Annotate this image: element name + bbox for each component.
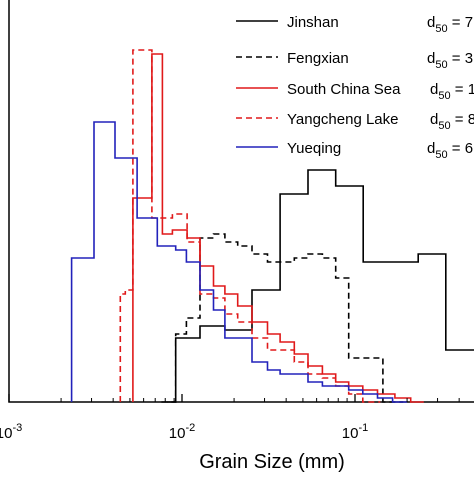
- legend-d50-value: d50 = 3: [427, 50, 473, 71]
- series-layer: [70, 49, 474, 403]
- legend-d50-value: d50 = 7: [427, 14, 473, 35]
- plot-frame: [8, 0, 474, 403]
- legend: Jinshan d50 = 7 Fengxian d50 = 3 South China…: [236, 14, 474, 161]
- series-line-fengxian: [161, 233, 404, 403]
- legend-label: South China Sea: [287, 81, 401, 98]
- x-axis-label: Grain Size (mm): [199, 451, 345, 473]
- legend-label: Jinshan: [287, 14, 339, 31]
- legend-label: Yangcheng Lake: [287, 111, 398, 128]
- x-axis: 10-3 10-2 10-1: [0, 394, 460, 442]
- legend-d50-value: d50 = 6: [427, 140, 473, 161]
- legend-label: Fengxian: [287, 50, 349, 67]
- series-line-yueqing: [70, 121, 408, 403]
- series-line-jinshan: [167, 169, 474, 403]
- legend-label: Yueqing: [287, 140, 341, 157]
- legend-d50-value: d50 = 1: [430, 81, 474, 102]
- x-tick-label: 10-1: [342, 422, 368, 442]
- x-tick-label: 10-3: [0, 422, 22, 442]
- legend-d50-value: d50 = 8: [430, 111, 474, 132]
- series-line-yangcheng-lake: [119, 49, 381, 403]
- x-tick-label: 10-2: [169, 422, 195, 442]
- series-line-south-china-sea: [132, 53, 424, 403]
